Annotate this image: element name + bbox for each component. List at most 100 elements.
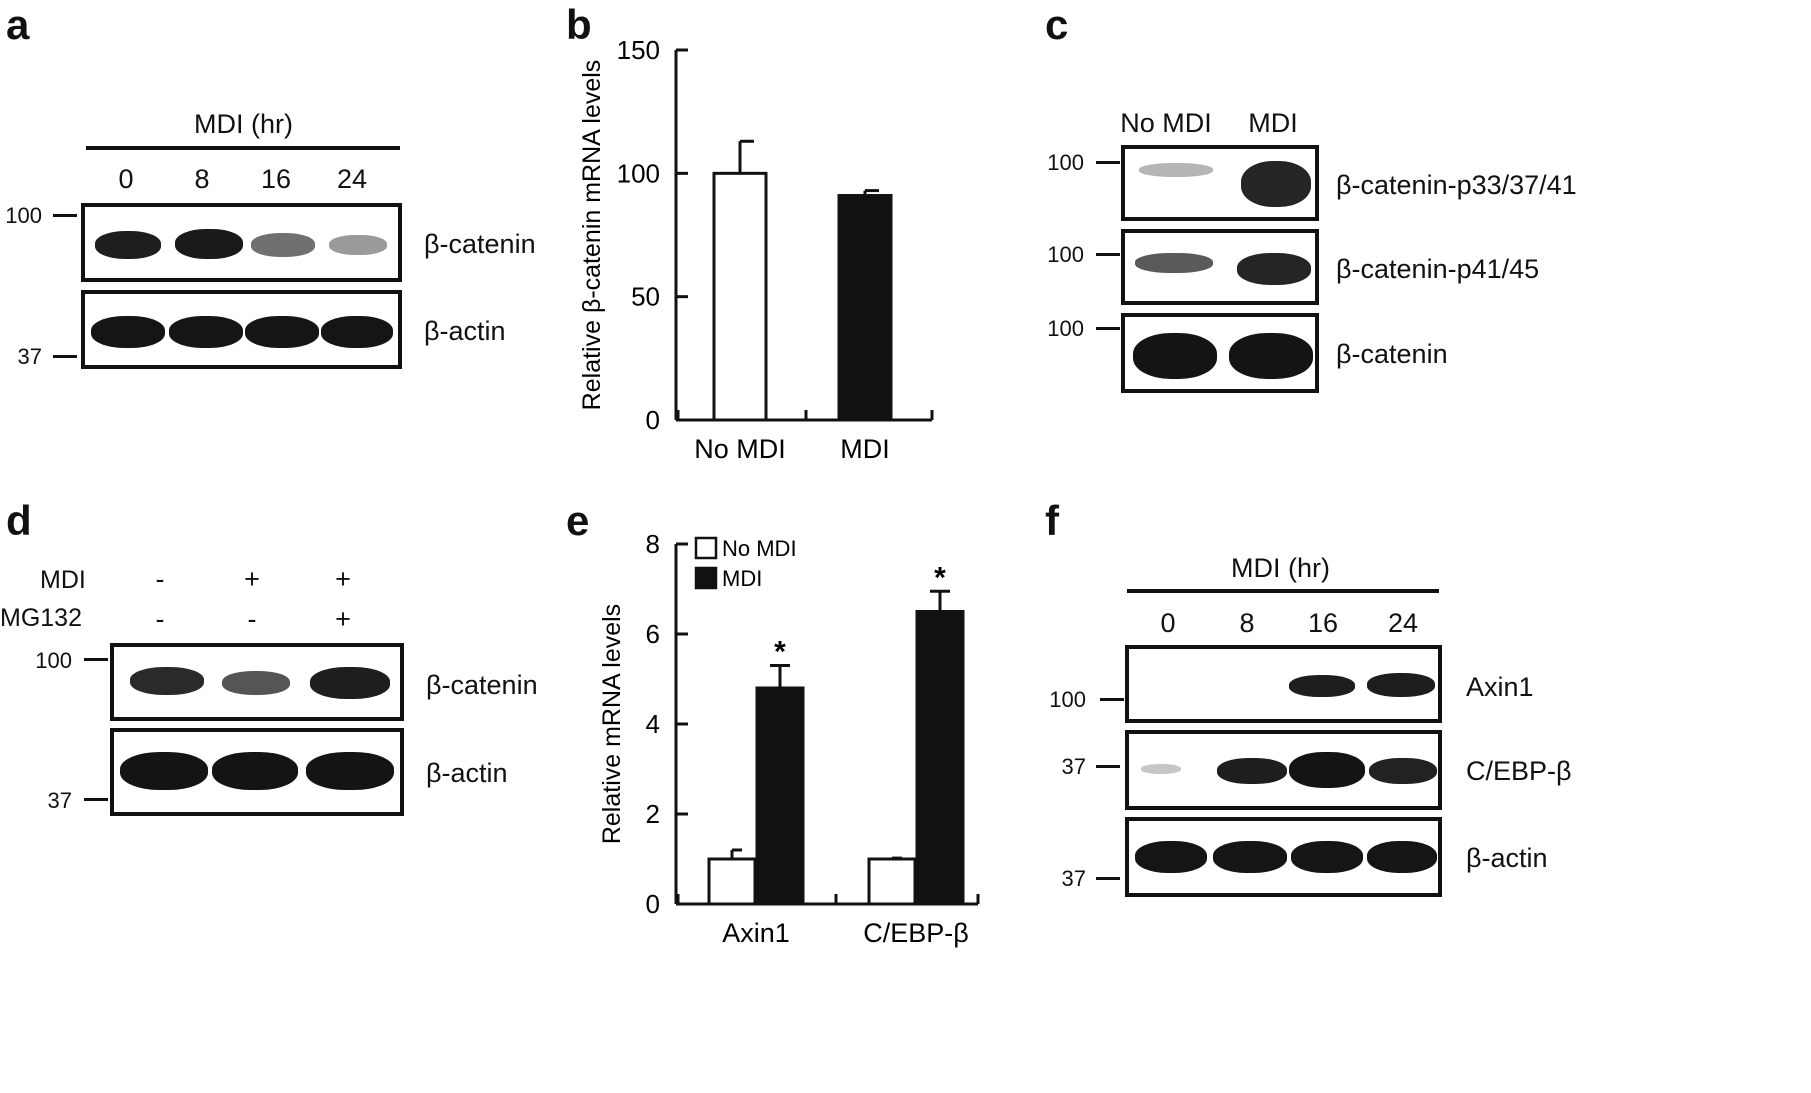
legend-swatch bbox=[694, 566, 718, 590]
blot-label: β-actin bbox=[426, 758, 508, 788]
treatment-value: + bbox=[335, 604, 351, 634]
blot-band bbox=[1289, 752, 1365, 788]
western-blot-axin1 bbox=[1125, 645, 1442, 723]
panel-letter: b bbox=[566, 1, 592, 48]
mw-marker: 37 bbox=[47, 788, 72, 813]
blot-band bbox=[1291, 841, 1363, 873]
blot-band bbox=[1139, 163, 1213, 177]
blot-band bbox=[1367, 841, 1437, 873]
legend-swatch bbox=[694, 536, 718, 560]
mw-tick bbox=[1096, 161, 1120, 164]
mw-tick bbox=[1096, 327, 1120, 330]
significance-marker: * bbox=[774, 636, 786, 669]
y-tick-label: 2 bbox=[646, 799, 660, 829]
panel-letter: a bbox=[6, 1, 30, 48]
significance-marker: * bbox=[934, 561, 946, 594]
lane-label: 16 bbox=[1307, 608, 1339, 638]
blot-label: β-catenin bbox=[1336, 339, 1448, 369]
treatment-value: - bbox=[155, 604, 165, 634]
blot-band bbox=[1241, 161, 1311, 207]
y-axis-label: Relative β-catenin mRNA levels bbox=[578, 60, 606, 411]
blot-band bbox=[329, 235, 387, 255]
treatment-value: - bbox=[247, 604, 257, 634]
bar bbox=[867, 857, 917, 906]
treatment-value: - bbox=[155, 564, 165, 594]
blot-band bbox=[1369, 758, 1437, 784]
blot-label: β-actin bbox=[1466, 843, 1548, 873]
legend-label: No MDI bbox=[722, 536, 797, 561]
western-blot-total-beta-catenin bbox=[1121, 313, 1319, 393]
header-underline bbox=[86, 146, 400, 150]
blot-band bbox=[91, 316, 165, 348]
blot-band bbox=[1367, 673, 1435, 697]
blot-band bbox=[251, 233, 315, 257]
western-blot-beta-catenin bbox=[81, 203, 402, 282]
bar bbox=[712, 171, 768, 422]
y-tick-label: 0 bbox=[646, 889, 660, 919]
blot-band bbox=[212, 752, 298, 790]
blot-label: β-catenin-p33/37/41 bbox=[1336, 170, 1577, 200]
y-tick-label: 4 bbox=[646, 709, 660, 739]
blot-band bbox=[310, 667, 390, 699]
panel-letter: d bbox=[6, 497, 32, 544]
blot-band bbox=[321, 316, 393, 348]
bar-chart-relative-mrna: 0 2 4 6 8 * * Axin1 C/EBP-β No MDI MDI Relative mRN… bbox=[598, 529, 980, 948]
panel-letter: c bbox=[1045, 1, 1069, 48]
mw-marker: 100 bbox=[1049, 687, 1086, 712]
blot-band bbox=[222, 671, 290, 695]
y-tick-label: 100 bbox=[617, 158, 660, 188]
mw-marker: 100 bbox=[1047, 316, 1084, 341]
lane-label: 24 bbox=[336, 164, 368, 194]
mw-marker: 100 bbox=[1047, 242, 1084, 267]
treatment-value: + bbox=[244, 564, 260, 594]
mw-marker: 37 bbox=[1061, 866, 1086, 891]
bar bbox=[915, 610, 965, 906]
western-blot-phospho-41-45 bbox=[1121, 229, 1319, 305]
western-blot-beta-actin bbox=[81, 290, 402, 369]
lane-label: 8 bbox=[194, 164, 210, 194]
bar-chart-beta-catenin-mrna: 0 50 100 150 No MDI MDI Relative β-catenin mRN… bbox=[578, 35, 934, 464]
mw-marker: 100 bbox=[1047, 150, 1084, 175]
lane-label: 16 bbox=[260, 164, 292, 194]
blot-band bbox=[1141, 764, 1181, 774]
mw-tick bbox=[53, 214, 77, 217]
mw-tick bbox=[84, 658, 108, 661]
treatment-label: MDI bbox=[40, 566, 86, 594]
blot-band bbox=[1133, 333, 1217, 379]
blot-band bbox=[306, 752, 394, 790]
blot-band bbox=[120, 752, 208, 790]
blot-band bbox=[1217, 758, 1287, 784]
blot-band bbox=[1135, 253, 1213, 273]
y-tick-label: 6 bbox=[646, 619, 660, 649]
y-tick-label: 150 bbox=[617, 35, 660, 65]
western-blot-beta-catenin bbox=[110, 643, 404, 721]
blot-band bbox=[130, 667, 204, 695]
header-underline bbox=[1127, 589, 1439, 593]
panel-letter: e bbox=[566, 497, 590, 544]
blot-band bbox=[1289, 675, 1355, 697]
blot-label: β-actin bbox=[424, 316, 506, 346]
western-blot-cebp-beta bbox=[1125, 730, 1442, 810]
treatment-value: + bbox=[335, 564, 351, 594]
blot-band bbox=[169, 316, 243, 348]
lane-label: 24 bbox=[1387, 608, 1419, 638]
western-blot-beta-actin bbox=[1125, 817, 1442, 897]
y-tick-label: 8 bbox=[646, 529, 660, 559]
mw-tick bbox=[84, 798, 108, 801]
blot-band bbox=[1213, 841, 1287, 873]
lane-label: 0 bbox=[1160, 608, 1176, 638]
blot-label: C/EBP-β bbox=[1466, 756, 1572, 786]
mw-marker: 100 bbox=[5, 203, 42, 228]
y-tick-label: 50 bbox=[631, 282, 660, 312]
treatment-label: MG132 bbox=[0, 604, 82, 632]
blot-band bbox=[1237, 253, 1311, 285]
western-blot-beta-actin bbox=[110, 728, 404, 816]
blot-header: MDI (hr) bbox=[1231, 553, 1330, 583]
bar bbox=[755, 686, 805, 906]
blot-header: MDI (hr) bbox=[194, 109, 293, 139]
blot-band bbox=[1135, 841, 1207, 873]
blot-band bbox=[175, 229, 243, 259]
lane-label: 0 bbox=[118, 164, 134, 194]
mw-marker: 100 bbox=[35, 648, 72, 673]
blot-label: β-catenin bbox=[424, 229, 536, 259]
